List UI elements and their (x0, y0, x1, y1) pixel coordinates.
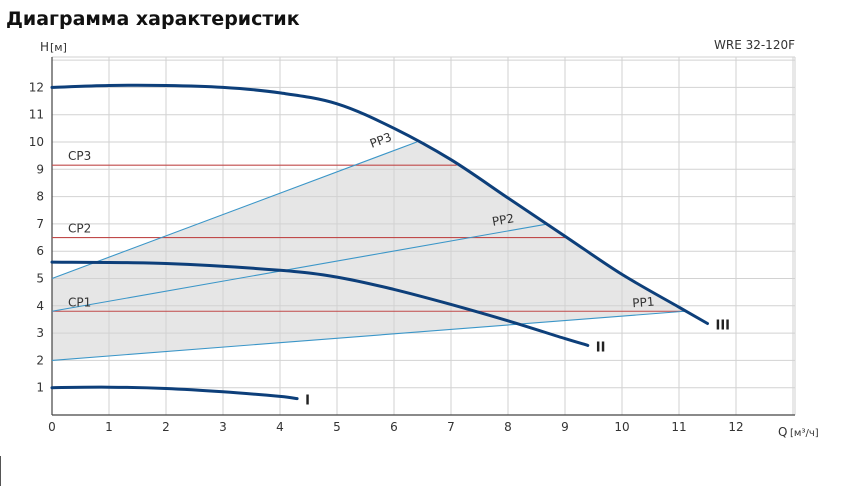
model-label: WRE 32-120F (714, 38, 795, 52)
x-tick-label: 5 (333, 420, 341, 434)
y-tick-label: 5 (36, 272, 44, 286)
y-tick-label: 6 (36, 244, 44, 258)
x-tick-label: 9 (561, 420, 569, 434)
pp-label-pp1: PP1 (632, 295, 655, 311)
speed-curve-iii (50, 83, 709, 325)
cp-label-cp1: CP1 (68, 295, 91, 309)
pp-line-pp3 (51, 141, 417, 280)
y-tick-label: 11 (29, 108, 44, 122)
pp-line-pp2 (51, 223, 548, 312)
x-tick-label: 11 (671, 420, 686, 434)
y-tick-label: 3 (36, 326, 44, 340)
pp-line-pp1 (51, 310, 685, 361)
cp-label-cp3: CP3 (68, 149, 91, 163)
frame-edge (0, 456, 1, 486)
y-tick-label: 7 (36, 217, 44, 231)
x-tick-label: 10 (614, 420, 629, 434)
x-tick-label: 6 (390, 420, 398, 434)
x-tick-label: 3 (219, 420, 227, 434)
x-tick-label: 1 (105, 420, 113, 434)
y-tick-label: 12 (29, 80, 44, 94)
x-tick-label: 7 (447, 420, 455, 434)
speed-curve-label-i: I (305, 394, 310, 409)
x-axis-label: Q (778, 425, 787, 439)
cp-label-cp2: CP2 (68, 222, 91, 236)
speed-curve-i (50, 385, 299, 401)
speed-curve-label-iii: III (716, 319, 731, 334)
y-axis-label: H (40, 40, 49, 54)
x-tick-label: 8 (504, 420, 512, 434)
x-tick-label: 12 (728, 420, 743, 434)
y-axis-unit: [м] (50, 41, 67, 54)
y-tick-label: 8 (36, 190, 44, 204)
x-axis-unit: [м³/ч] (790, 428, 819, 439)
pp-label-pp2: PP2 (491, 211, 515, 229)
y-tick-label: 1 (36, 381, 44, 395)
speed-curve-label-ii: II (596, 340, 606, 355)
speed-curve-ii (50, 260, 590, 347)
y-tick-label: 10 (29, 135, 44, 149)
x-tick-label: 2 (162, 420, 170, 434)
chart-title: Диаграмма характеристик (6, 8, 300, 30)
x-tick-label: 4 (276, 420, 284, 434)
y-tick-label: 9 (36, 162, 44, 176)
pp-label-pp3: PP3 (368, 130, 394, 151)
y-tick-label: 2 (36, 353, 44, 367)
x-tick-label: 0 (48, 420, 56, 434)
y-tick-label: 4 (36, 299, 44, 313)
